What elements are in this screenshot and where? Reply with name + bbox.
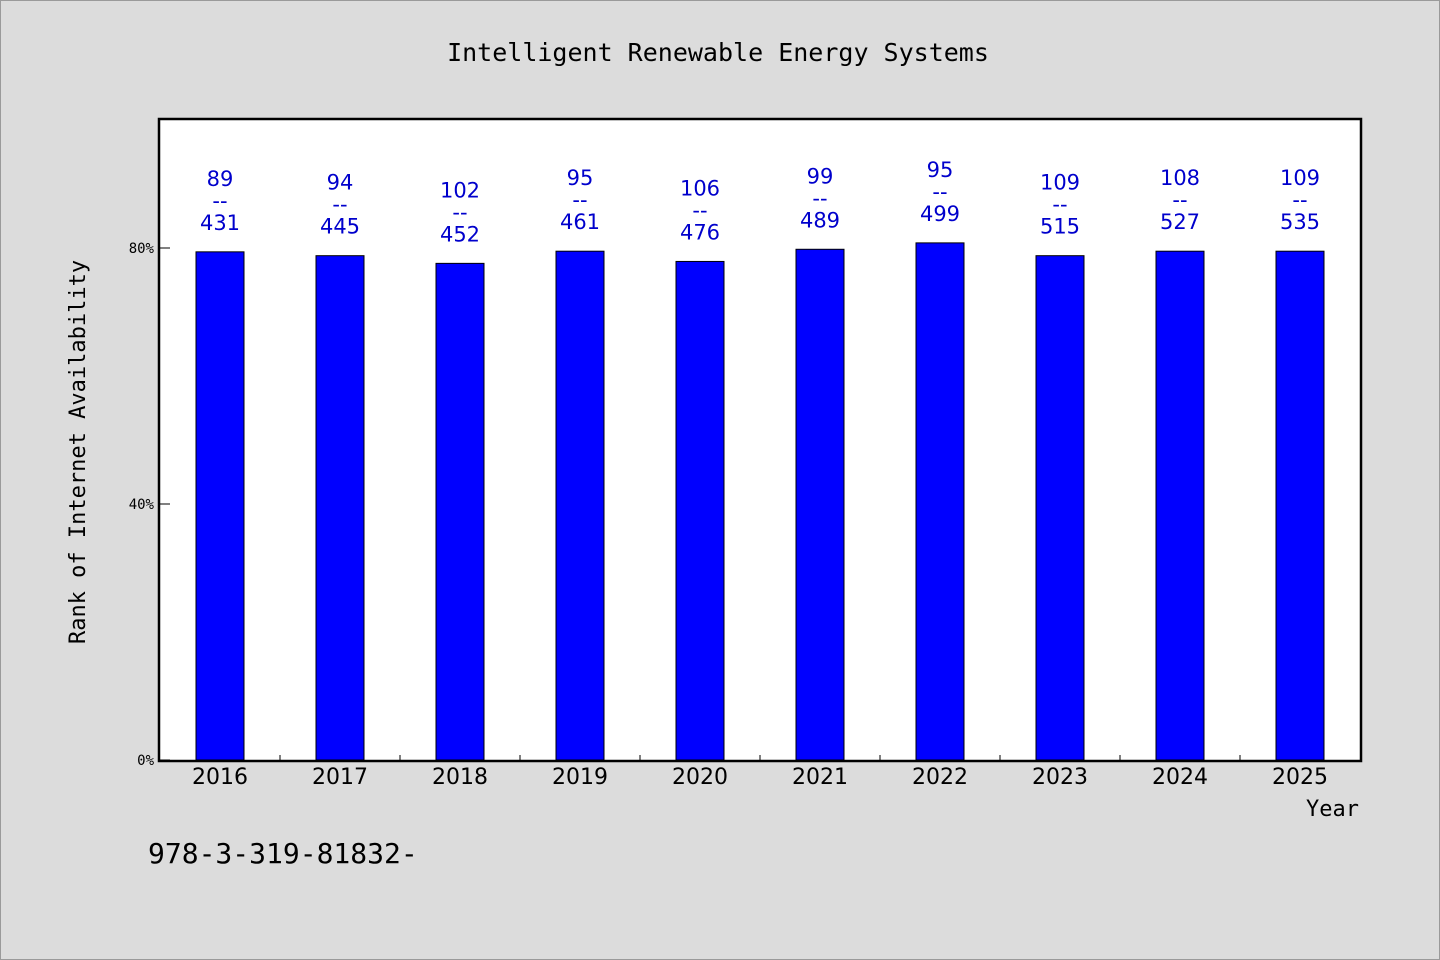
y-tick-label: 0%: [137, 753, 154, 769]
x-tick-label: 2023: [1032, 765, 1088, 790]
x-tick-label: 2020: [672, 765, 728, 790]
bar: [195, 251, 245, 761]
x-tick-label: 2018: [432, 765, 488, 790]
bar: [435, 262, 485, 761]
data-label-top: 95: [567, 166, 594, 190]
data-label-bottom: 476: [680, 220, 720, 244]
data-label-top: 108: [1160, 166, 1200, 190]
bar: [1035, 255, 1085, 761]
bar: [915, 242, 965, 761]
x-tick-label: 2021: [792, 765, 848, 790]
data-label-bottom: 499: [920, 202, 960, 226]
data-label-top: 109: [1040, 171, 1080, 195]
data-label-bottom: 431: [200, 211, 240, 235]
x-axis-label: Year: [1306, 797, 1359, 822]
data-label-bottom: 461: [560, 210, 600, 234]
data-label-separator: --: [932, 180, 947, 204]
bars-group: [195, 242, 1325, 761]
data-label-bottom: 489: [800, 208, 840, 232]
x-tick-label: 2016: [192, 765, 248, 790]
x-tick-label: 2024: [1152, 765, 1208, 790]
bar: [1155, 250, 1205, 761]
data-label-separator: --: [212, 189, 227, 213]
bar: [795, 248, 845, 761]
bar: [315, 255, 365, 761]
x-tick-label: 2022: [912, 765, 968, 790]
data-label-top: 102: [440, 178, 480, 202]
x-tick-label: 2017: [312, 765, 368, 790]
data-label-bottom: 515: [1040, 215, 1080, 239]
data-label-separator: --: [692, 198, 707, 222]
data-label-separator: --: [1292, 188, 1307, 212]
chart-title: Intelligent Renewable Energy Systems: [447, 38, 989, 67]
data-label-top: 99: [807, 164, 834, 188]
y-axis: 0% 40% 80%: [129, 241, 170, 769]
data-label-top: 106: [680, 176, 720, 200]
data-labels-group: 89--43194--445102--45295--461106--47699-…: [200, 158, 1320, 246]
bar: [1275, 250, 1325, 761]
data-label-separator: --: [1052, 193, 1067, 217]
footer-text: 978-3-319-81832-: [148, 837, 418, 870]
data-label-top: 89: [207, 167, 234, 191]
y-tick-label: 40%: [129, 497, 155, 513]
data-label-bottom: 445: [320, 215, 360, 239]
y-axis-label: Rank of Internet Availability: [66, 260, 91, 644]
data-label-separator: --: [572, 188, 587, 212]
x-tick-label: 2025: [1272, 765, 1328, 790]
x-tick-label: 2019: [552, 765, 608, 790]
x-axis: 2016 2017 2018 2019 2020 2021 2022 2023 2024 2025: [192, 755, 1328, 790]
data-label-top: 95: [927, 158, 954, 182]
data-label-separator: --: [452, 200, 467, 224]
bar: [675, 260, 725, 761]
data-label-bottom: 452: [440, 222, 480, 246]
data-label-top: 109: [1280, 166, 1320, 190]
data-label-separator: --: [812, 186, 827, 210]
bar: [555, 250, 605, 761]
data-label-bottom: 535: [1280, 210, 1320, 234]
data-label-separator: --: [1172, 188, 1187, 212]
y-tick-label: 80%: [129, 241, 155, 257]
data-label-bottom: 527: [1160, 210, 1200, 234]
data-label-separator: --: [332, 193, 347, 217]
data-label-top: 94: [327, 171, 354, 195]
